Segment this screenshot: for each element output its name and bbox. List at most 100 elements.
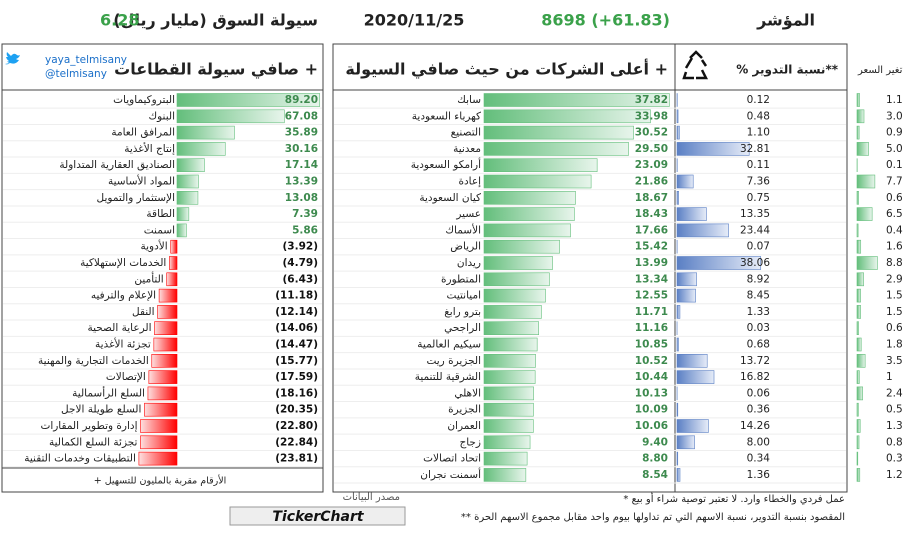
bar xyxy=(140,435,178,450)
bar xyxy=(176,125,235,140)
company-name: الجزيرة xyxy=(448,404,481,416)
company-name: سيكيم العالمية xyxy=(417,339,481,351)
turnover-bar xyxy=(676,256,762,270)
net-bar xyxy=(483,239,560,254)
bar xyxy=(169,256,178,270)
sector-value: 89.20 xyxy=(285,94,318,106)
price-value: 0.69 xyxy=(886,192,903,204)
price-bar xyxy=(856,435,860,450)
company-name: بترو رابغ xyxy=(444,306,481,318)
price-bar xyxy=(856,288,861,303)
account-name: yaya_telmisany xyxy=(45,54,127,66)
net-bar xyxy=(483,191,576,205)
company-name: التصنيع xyxy=(451,127,481,139)
company-name: أرامكو السعودية xyxy=(411,157,481,171)
net-bar xyxy=(483,435,531,450)
turnover-value: 1.10 xyxy=(747,127,770,139)
price-value: 1 xyxy=(886,371,893,383)
net-bar xyxy=(483,337,538,352)
net-value: 10.09 xyxy=(635,404,668,416)
company-name: عسير xyxy=(455,208,481,220)
turnover-bar xyxy=(676,305,681,319)
turnover-bar xyxy=(676,272,697,287)
company-name: إعادة xyxy=(458,176,481,188)
sector-value: (12.14) xyxy=(275,306,318,318)
net-value: 30.52 xyxy=(635,127,668,139)
turnover-bar xyxy=(676,419,709,433)
price-bar xyxy=(856,93,860,107)
sector-value: (22.80) xyxy=(275,420,318,432)
company-name: اميانتيت xyxy=(447,290,481,302)
company-name: الاهلي xyxy=(454,387,481,399)
price-value: 1.59 xyxy=(886,306,903,318)
sector-name: اسمنت xyxy=(144,224,175,236)
net-value: 9.40 xyxy=(642,436,668,448)
turnover-bar xyxy=(676,174,694,189)
sector-value: (15.77) xyxy=(275,355,318,367)
price-value: 0.68 xyxy=(886,322,903,334)
recycle-icon xyxy=(682,50,709,80)
turnover-header: % نسبة التدوير** xyxy=(736,63,838,78)
net-value: 12.55 xyxy=(635,290,668,302)
sector-value: 30.16 xyxy=(285,143,318,155)
price-value: 8.87 xyxy=(886,257,903,269)
sector-value: (11.18) xyxy=(275,290,318,302)
price-bar xyxy=(856,305,861,319)
company-name: سابك xyxy=(457,94,481,106)
net-bar xyxy=(483,305,542,319)
sector-value: (20.35) xyxy=(275,404,318,416)
price-column: 1.14 3.04 0.94 5.03 0.1 7.77 0.69 6.58 0.49 1.62 8… xyxy=(856,93,903,482)
company-name: كيان السعودية xyxy=(419,192,481,204)
turnover-value: 0.68 xyxy=(747,339,770,351)
bar xyxy=(140,419,178,433)
turnover-bar xyxy=(676,142,750,156)
price-bar xyxy=(856,386,863,401)
net-bar xyxy=(483,272,550,287)
net-value: 29.50 xyxy=(635,143,668,155)
turnover-value: 7.36 xyxy=(747,176,771,188)
turnover-value: 0.12 xyxy=(747,94,770,106)
sector-name: الإتصالات xyxy=(106,371,146,383)
price-value: 6.58 xyxy=(886,208,903,220)
sector-value: (6.43) xyxy=(282,273,318,285)
sector-name: المواد الأساسية xyxy=(108,175,175,188)
liquidity-value: 6.28 xyxy=(100,11,139,30)
price-value: 7.77 xyxy=(886,176,903,188)
sector-value: 35.89 xyxy=(285,127,318,139)
turnover-value: 0.11 xyxy=(747,159,770,171)
sector-name: إدارة وتطوير المقارات xyxy=(40,420,137,432)
price-bar xyxy=(856,239,862,254)
net-bar xyxy=(483,207,575,221)
price-bar xyxy=(856,174,876,189)
net-value: 10.44 xyxy=(635,371,668,383)
turnover-value: 13.72 xyxy=(740,355,770,367)
turnover-value: 14.26 xyxy=(740,420,770,432)
price-value: 0.88 xyxy=(886,436,903,448)
turnover-value: 8.00 xyxy=(747,436,770,448)
sector-name: الإعلام والترفيه xyxy=(91,290,156,302)
price-bar xyxy=(856,109,865,124)
net-bar xyxy=(483,370,536,384)
turnover-bar xyxy=(676,288,696,303)
price-bar xyxy=(856,321,859,336)
turnover-bar xyxy=(676,353,708,368)
sector-name: السلع طويلة الاجل xyxy=(61,404,141,416)
sector-value: 13.39 xyxy=(285,176,318,188)
sector-value: (23.81) xyxy=(275,453,318,465)
company-name: الجزيرة ريت xyxy=(426,355,481,367)
company-name: المتطورة xyxy=(441,273,481,285)
net-bar xyxy=(483,142,629,156)
turnover-value: 0.03 xyxy=(747,322,770,334)
bar xyxy=(176,93,321,107)
liquidity-label: سيولة السوق (مليار ريال) xyxy=(113,11,318,30)
sector-value: 13.08 xyxy=(285,192,318,204)
price-value: 0.34 xyxy=(886,453,903,465)
sector-name: الخدمات التجارية والمهنية xyxy=(38,355,149,367)
price-bar xyxy=(856,353,866,368)
sector-name: البنوك xyxy=(148,110,175,122)
turnover-bar xyxy=(676,468,681,482)
price-bar xyxy=(856,419,861,433)
net-bar xyxy=(483,158,598,172)
note-2: ** المقصود بنسبة التدوير، نسبة الاسهم ال… xyxy=(461,512,845,523)
turnover-value: 23.44 xyxy=(740,224,770,236)
